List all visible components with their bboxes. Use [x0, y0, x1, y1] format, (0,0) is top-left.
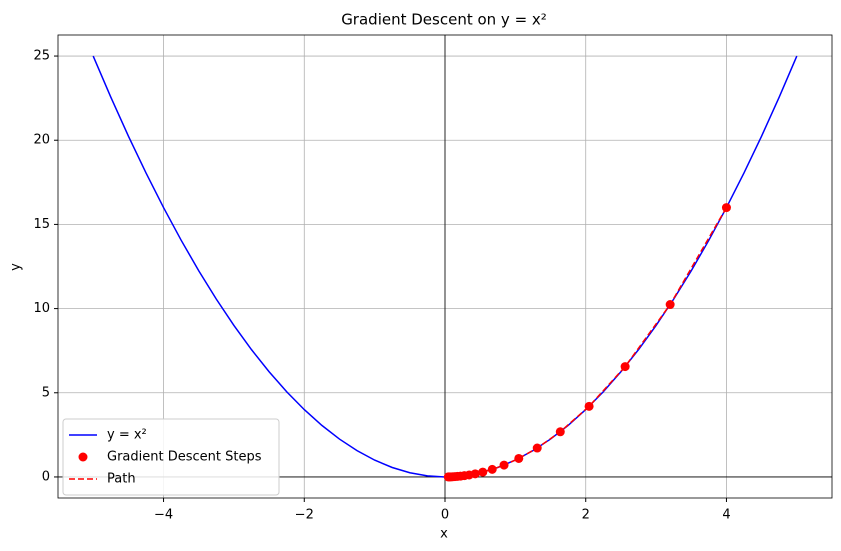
legend-label: Gradient Descent Steps: [107, 450, 262, 465]
legend-marker: [78, 452, 88, 462]
legend-label: y = x²: [107, 428, 147, 443]
x-axis-label: x: [440, 527, 448, 542]
y-tick-label: 5: [42, 385, 50, 400]
y-tick-label: 25: [33, 49, 50, 64]
x-tick-label: −2: [295, 508, 314, 523]
y-axis-label: y: [9, 263, 24, 271]
x-tick-label: 0: [441, 508, 449, 523]
step-point: [478, 467, 488, 477]
chart-title: Gradient Descent on y = x²: [341, 11, 547, 29]
x-tick-label: 4: [722, 508, 730, 523]
x-tick-label: 2: [582, 508, 590, 523]
y-tick-label: 20: [33, 133, 50, 148]
y-tick-label: 15: [33, 217, 50, 232]
path-line: [448, 207, 728, 478]
y-tick-label: 10: [33, 301, 50, 316]
legend-box: [62, 418, 280, 496]
step-point: [514, 453, 524, 463]
plot-frame: [57, 34, 833, 499]
legend-label: Path: [107, 472, 136, 487]
y-tick-label: 0: [42, 469, 50, 484]
x-tick-label: −4: [154, 508, 173, 523]
step-point: [487, 464, 497, 474]
step-point: [443, 472, 453, 482]
